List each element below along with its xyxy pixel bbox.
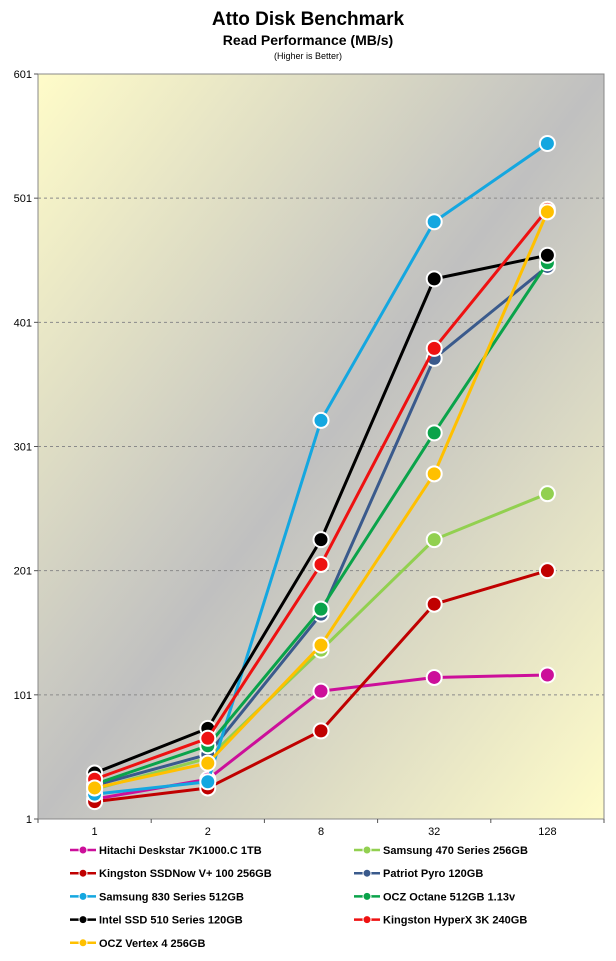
data-point bbox=[312, 600, 330, 618]
legend-item: OCZ Octane 512GB 1.13v bbox=[354, 891, 516, 903]
data-point bbox=[538, 562, 556, 580]
legend-item: Hitachi Deskstar 7K1000.C 1TB bbox=[70, 845, 262, 857]
y-tick-label: 101 bbox=[14, 690, 32, 702]
x-tick-label: 128 bbox=[538, 826, 556, 838]
legend-label: Kingston HyperX 3K 240GB bbox=[383, 915, 527, 927]
chart-note: (Higher is Better) bbox=[274, 51, 342, 61]
data-point bbox=[425, 270, 443, 288]
data-point bbox=[425, 465, 443, 483]
data-point bbox=[312, 555, 330, 573]
x-tick-label: 32 bbox=[428, 826, 440, 838]
y-tick-label: 201 bbox=[14, 566, 32, 578]
legend-item: OCZ Vertex 4 256GB bbox=[70, 938, 205, 950]
x-axis: 1 2 8 32 128 bbox=[37, 819, 605, 838]
legend-label: Intel SSD 510 Series 120GB bbox=[99, 915, 243, 927]
y-tick-label: 501 bbox=[14, 193, 32, 205]
legend-item: Samsung 470 Series 256GB bbox=[354, 845, 528, 857]
legend: Hitachi Deskstar 7K1000.C 1TB Samsung 470… bbox=[70, 845, 528, 950]
data-point bbox=[425, 668, 443, 686]
legend-marker bbox=[78, 915, 88, 925]
data-point bbox=[199, 773, 217, 791]
data-point bbox=[425, 213, 443, 231]
series-8 bbox=[86, 203, 556, 797]
data-point bbox=[538, 135, 556, 153]
data-point bbox=[538, 485, 556, 503]
legend-label: OCZ Vertex 4 256GB bbox=[99, 938, 205, 950]
legend-item: Samsung 830 Series 512GB bbox=[70, 891, 244, 903]
series-6 bbox=[86, 246, 556, 782]
legend-item: Intel SSD 510 Series 120GB bbox=[70, 915, 243, 927]
data-point bbox=[312, 636, 330, 654]
legend-label: Samsung 470 Series 256GB bbox=[383, 845, 528, 857]
data-point bbox=[312, 722, 330, 740]
data-point bbox=[312, 411, 330, 429]
data-point bbox=[312, 682, 330, 700]
legend-label: Samsung 830 Series 512GB bbox=[99, 891, 244, 903]
y-tick-label: 1 bbox=[26, 814, 32, 826]
legend-marker bbox=[78, 938, 88, 948]
legend-item: Kingston HyperX 3K 240GB bbox=[354, 915, 527, 927]
series-layer bbox=[86, 135, 556, 811]
data-point bbox=[86, 779, 104, 797]
data-point bbox=[538, 203, 556, 221]
data-point bbox=[425, 595, 443, 613]
chart-subtitle: Read Performance (MB/s) bbox=[223, 32, 393, 48]
x-tick-label: 2 bbox=[205, 826, 211, 838]
legend-marker bbox=[78, 845, 88, 855]
legend-label: Hitachi Deskstar 7K1000.C 1TB bbox=[99, 845, 262, 857]
legend-marker bbox=[362, 868, 372, 878]
data-point bbox=[425, 339, 443, 357]
data-point bbox=[199, 754, 217, 772]
legend-marker bbox=[78, 868, 88, 878]
legend-label: OCZ Octane 512GB 1.13v bbox=[383, 891, 516, 903]
data-point bbox=[425, 531, 443, 549]
legend-marker bbox=[362, 845, 372, 855]
legend-marker bbox=[362, 891, 372, 901]
legend-item: Kingston SSDNow V+ 100 256GB bbox=[70, 868, 272, 880]
data-point bbox=[312, 531, 330, 549]
legend-label: Kingston SSDNow V+ 100 256GB bbox=[99, 868, 272, 880]
series-7 bbox=[86, 200, 556, 788]
x-tick-label: 8 bbox=[318, 826, 324, 838]
series-2 bbox=[86, 562, 556, 811]
legend-marker bbox=[362, 915, 372, 925]
y-tick-label: 401 bbox=[14, 317, 32, 329]
data-point bbox=[538, 246, 556, 264]
y-tick-label: 301 bbox=[14, 442, 32, 454]
data-point bbox=[199, 729, 217, 747]
data-point bbox=[425, 424, 443, 442]
y-tick-label: 601 bbox=[14, 69, 32, 81]
chart-title: Atto Disk Benchmark bbox=[212, 9, 405, 30]
legend-item: Patriot Pyro 120GB bbox=[354, 868, 483, 880]
y-axis: 1 101 201 301 401 501 601 bbox=[14, 69, 38, 826]
legend-marker bbox=[78, 891, 88, 901]
legend-label: Patriot Pyro 120GB bbox=[383, 868, 483, 880]
x-tick-label: 1 bbox=[92, 826, 98, 838]
data-point bbox=[538, 666, 556, 684]
